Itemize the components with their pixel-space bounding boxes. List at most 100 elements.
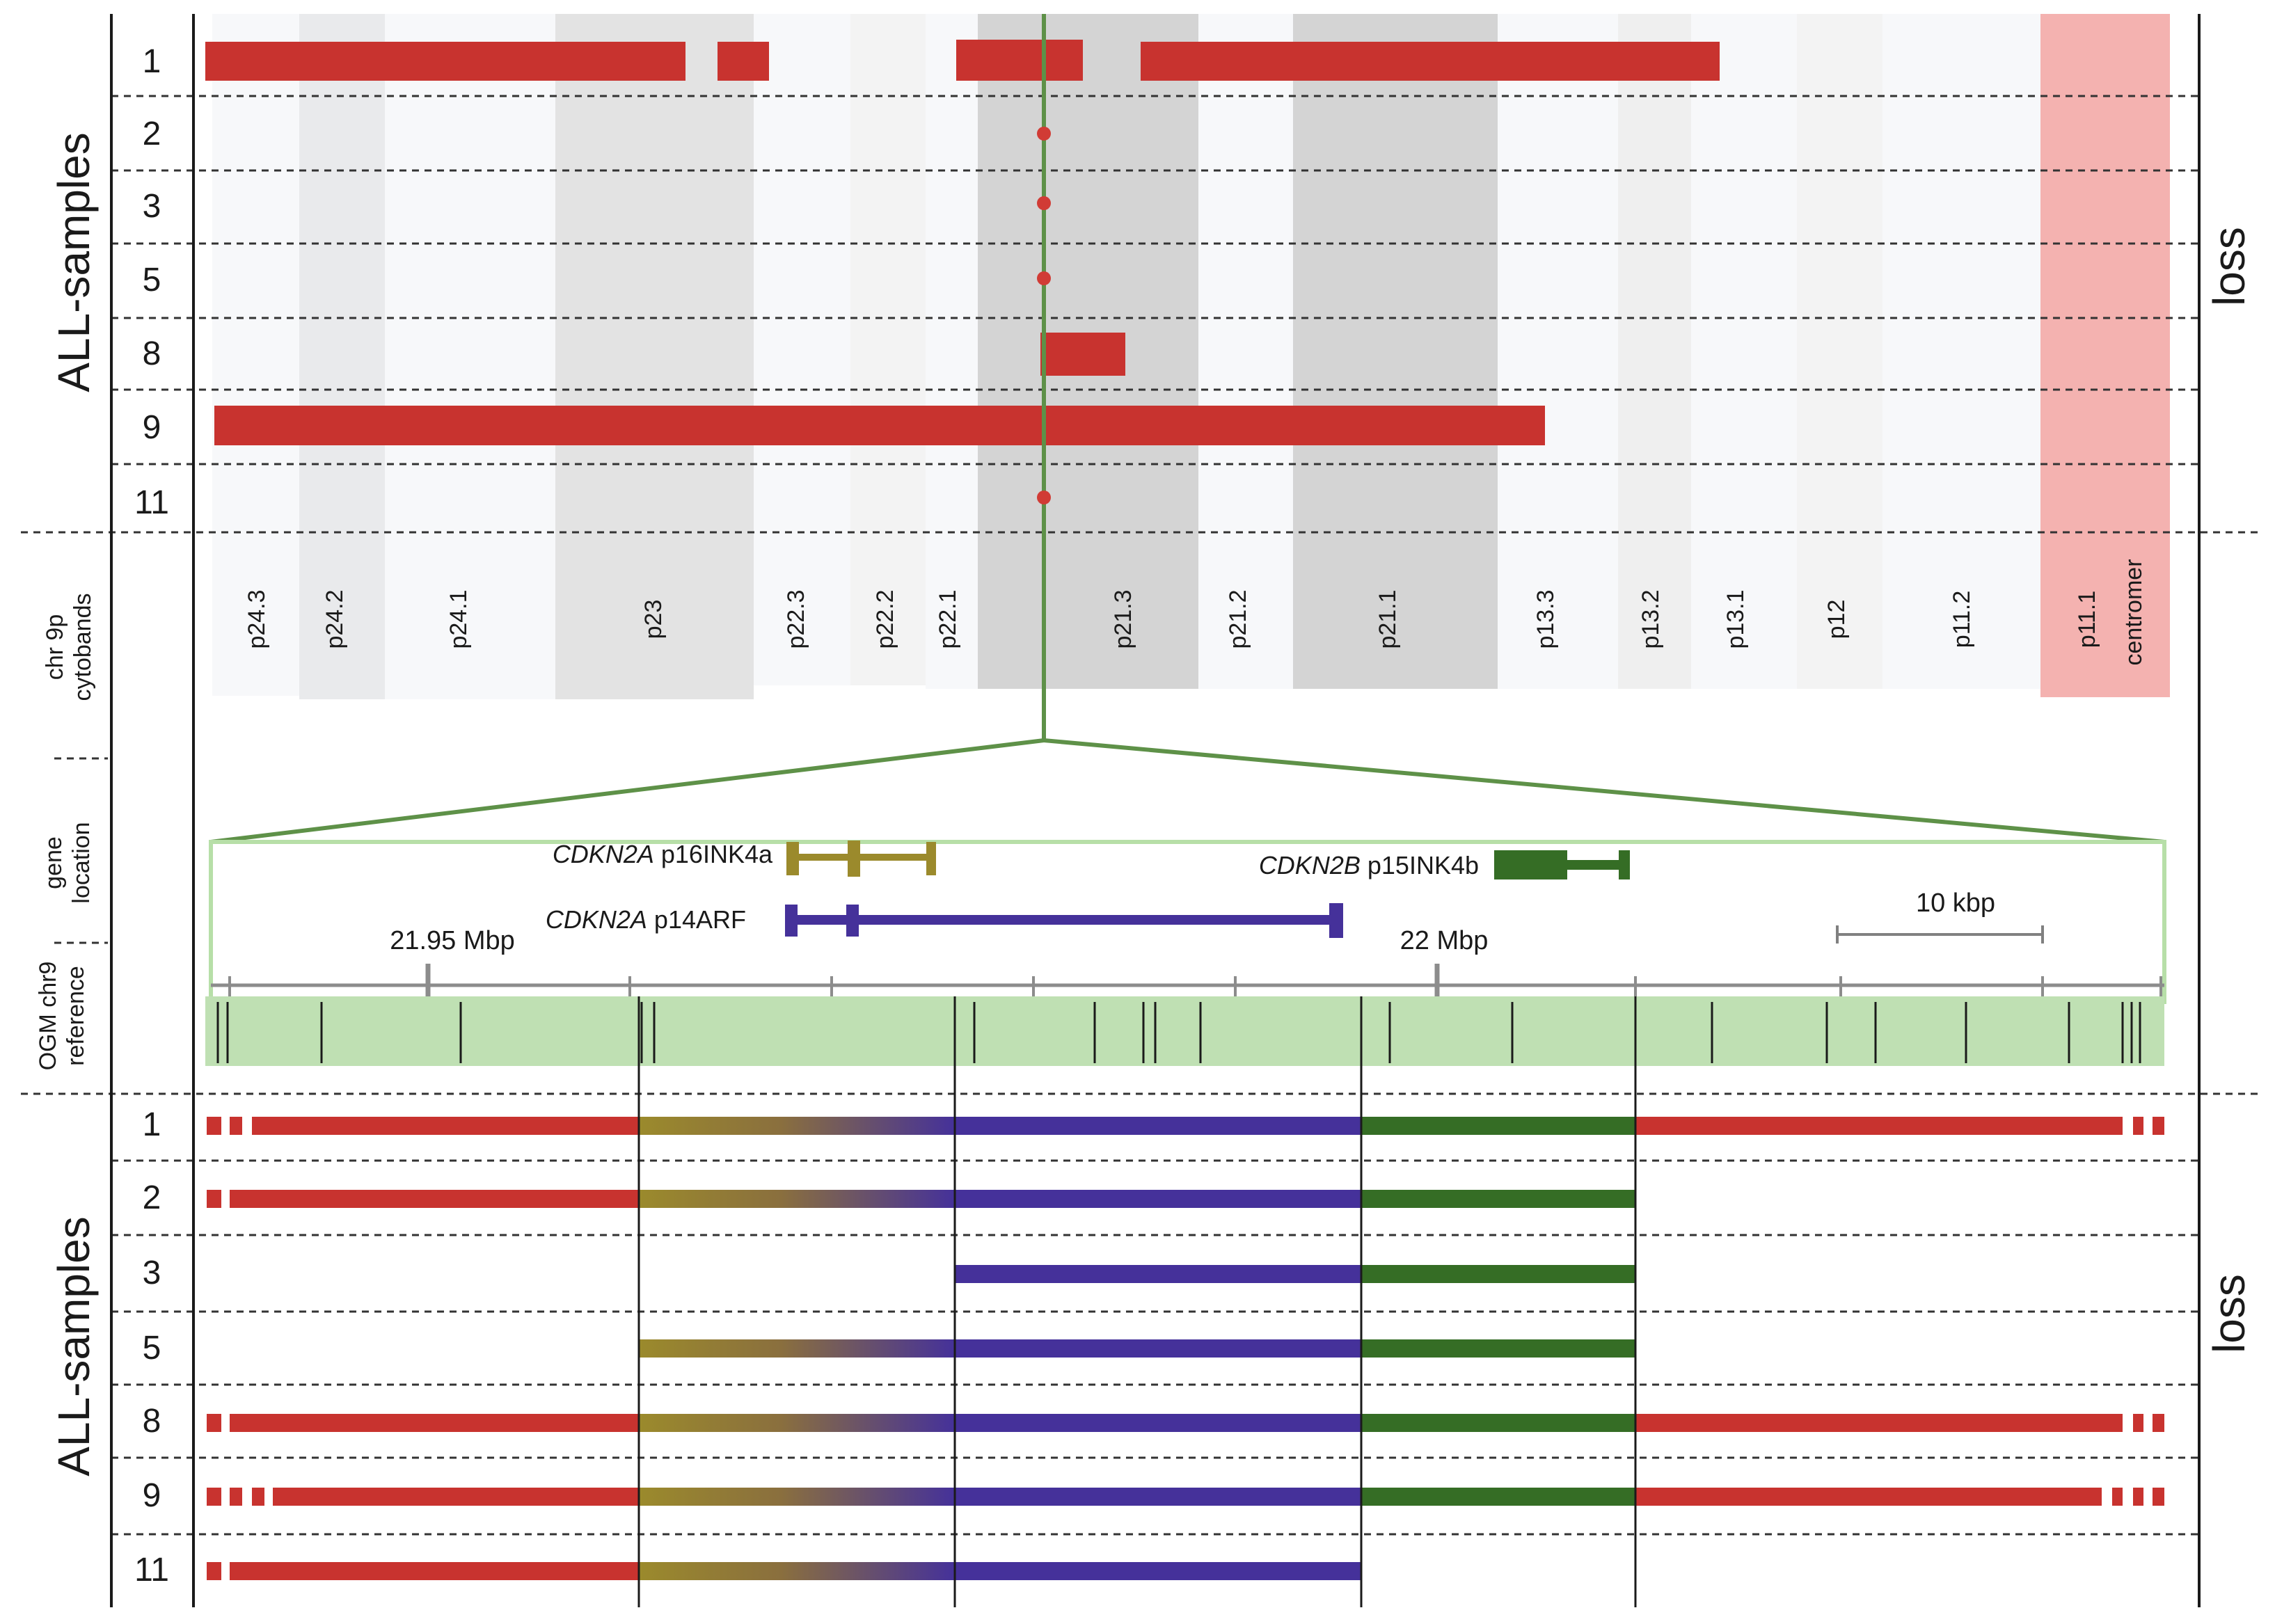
locus-loss-segment — [2153, 1488, 2164, 1506]
locus-loss-segment — [1635, 1488, 2102, 1506]
cytoband-label: p11.2 — [1949, 591, 1975, 648]
locus-loss-segment — [207, 1488, 221, 1506]
p16-intron — [790, 854, 933, 861]
cytoband-column — [1293, 14, 1498, 689]
locus-loss-segment — [955, 1117, 1361, 1135]
cytoband-column — [1797, 14, 1882, 689]
top-row-separators — [21, 95, 2262, 534]
top-row-label: 3 — [143, 188, 161, 225]
locus-loss-segment — [230, 1190, 639, 1208]
cytoband-label: p12 — [1823, 600, 1850, 639]
cytoband-label: p11.1 — [2074, 591, 2100, 648]
cytoband-column — [850, 14, 926, 685]
locus-loss-segment — [639, 1414, 955, 1432]
gene-p16-model: CDKN2A p16INK4a — [553, 840, 936, 877]
top-row-label: 11 — [134, 484, 169, 521]
panel-frame — [110, 14, 2201, 1607]
locus-loss-segment — [955, 1339, 1361, 1358]
bottom-row-label: 2 — [143, 1179, 161, 1216]
locus-loss-segment — [639, 1339, 955, 1358]
locus-loss-segment — [955, 1488, 1361, 1506]
bottom-sample-segments — [207, 1117, 2164, 1580]
section-labels: chr 9pcytobands genelocation OGM chr9ref… — [21, 594, 2262, 1095]
cytoband-section-label: chr 9pcytobands — [42, 594, 96, 701]
locus-loss-segment — [2133, 1414, 2143, 1432]
locus-loss-segment — [639, 1488, 955, 1506]
bottom-loss-label: loss — [2204, 1274, 2254, 1353]
p16-exon — [848, 841, 860, 877]
top-row-label: 2 — [143, 116, 161, 152]
top-row-label: 8 — [143, 335, 161, 372]
cytoband-label: p22.3 — [783, 589, 809, 648]
p14-label: CDKN2A p14ARF — [546, 905, 746, 934]
loss-segment — [956, 40, 1083, 81]
bottom-row-label: 9 — [143, 1477, 161, 1514]
bottom-row-label: 5 — [143, 1330, 161, 1367]
locus-loss-segment — [2112, 1488, 2123, 1506]
cytoband-column — [212, 14, 299, 696]
locus-loss-segment — [2133, 1488, 2143, 1506]
locus-loss-segment — [2153, 1414, 2164, 1432]
loss-segment — [718, 42, 769, 81]
bottom-row-label: 11 — [134, 1552, 169, 1589]
top-row-label: 5 — [143, 262, 161, 298]
scale-bar: 10 kbp — [1836, 889, 2044, 944]
locus-loss-segment — [1635, 1117, 2123, 1135]
locus-loss-segment — [1361, 1339, 1635, 1358]
bottom-row-label: 1 — [143, 1106, 161, 1143]
locus-loss-segment — [639, 1117, 955, 1135]
bottom-panel-label: ALL-samples — [49, 1216, 99, 1476]
reference-section-label: OGM chr9reference — [35, 962, 89, 1071]
locus-loss-segment — [273, 1488, 639, 1506]
cytoband-column — [555, 14, 754, 699]
cytoband-label: p21.3 — [1110, 589, 1136, 648]
cytoband-label: centromer — [2121, 559, 2147, 665]
cytoband-label: p22.2 — [872, 589, 898, 648]
cdkn2b-label: CDKN2B p15INK4b — [1259, 851, 1479, 879]
cytoband-column — [1198, 14, 1293, 689]
top-sample-8-segments — [1040, 333, 1125, 376]
locus-loss-segment — [1361, 1117, 1635, 1135]
top-sample-labels: 1 2 3 5 8 9 11 — [134, 43, 169, 521]
cytoband-column — [754, 14, 850, 685]
cytoband-label: p13.3 — [1532, 589, 1559, 648]
cytoband-column — [1691, 14, 1797, 689]
p16-exon — [926, 842, 936, 875]
locus-loss-segment — [230, 1117, 242, 1135]
cytoband-column — [385, 14, 555, 699]
sample-2-point-deletion — [1037, 127, 1051, 141]
bottom-row-separators — [111, 1159, 2199, 1536]
cytoband-background — [212, 14, 2170, 699]
locus-loss-segment — [207, 1117, 221, 1135]
top-panel-label: ALL-samples — [49, 132, 99, 392]
locus-loss-segment — [639, 1190, 955, 1208]
cdkn2b-exon — [1619, 850, 1630, 879]
cytoband-column — [926, 14, 978, 689]
gene-section-label: genelocation — [40, 822, 95, 903]
cytoband-label: p22.1 — [935, 589, 961, 648]
top-row-label: 1 — [143, 43, 161, 80]
locus-loss-segment — [955, 1562, 1361, 1580]
sample-5-point-deletion — [1037, 271, 1051, 285]
bottom-row-label: 8 — [143, 1403, 161, 1440]
sample-11-point-deletion — [1037, 491, 1051, 504]
cytoband-label: p21.1 — [1374, 589, 1401, 648]
p16-exon — [786, 842, 799, 875]
locus-loss-segment — [955, 1414, 1361, 1432]
locus-loss-segment — [2153, 1117, 2164, 1135]
locus-loss-segment — [1361, 1488, 1635, 1506]
cytoband-label: p23 — [640, 600, 667, 639]
locus-loss-segment — [1361, 1190, 1635, 1208]
cytoband-column — [1882, 14, 2040, 689]
cytoband-label: p13.2 — [1638, 589, 1664, 648]
top-sample-9-segments — [214, 406, 1545, 445]
locus-loss-segment — [207, 1562, 221, 1580]
sample-3-point-deletion — [1037, 196, 1051, 210]
locus-loss-segment — [230, 1562, 639, 1580]
cytoband-column — [299, 14, 385, 699]
cdkn2b-intron — [1566, 860, 1623, 870]
locus-loss-segment — [1361, 1265, 1635, 1283]
reference-map-bar — [205, 996, 2164, 1066]
p16-label: CDKN2A p16INK4a — [553, 840, 773, 868]
